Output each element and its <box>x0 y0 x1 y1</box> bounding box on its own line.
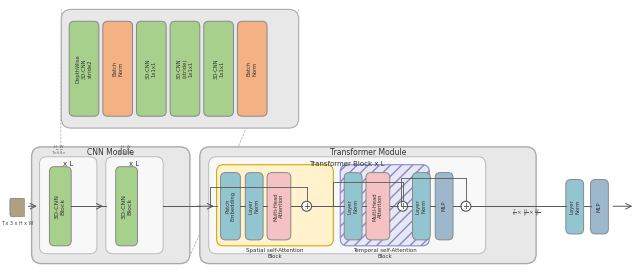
FancyBboxPatch shape <box>10 198 24 216</box>
Text: Layer
Norm: Layer Norm <box>348 199 358 213</box>
FancyBboxPatch shape <box>40 157 97 254</box>
FancyBboxPatch shape <box>344 173 362 240</box>
FancyBboxPatch shape <box>116 167 138 246</box>
Text: Spatial self-Attention
Block: Spatial self-Attention Block <box>246 248 304 259</box>
Text: Layer
Norm: Layer Norm <box>416 199 427 213</box>
Text: H  W: H W <box>54 145 63 149</box>
Text: x L: x L <box>63 161 74 167</box>
FancyBboxPatch shape <box>221 173 241 240</box>
Text: +: + <box>303 202 310 211</box>
Text: Layer
Norm: Layer Norm <box>249 199 260 213</box>
FancyBboxPatch shape <box>200 147 536 264</box>
Text: MLP: MLP <box>597 201 602 212</box>
FancyBboxPatch shape <box>170 21 200 116</box>
Text: 3D-CNN
1x1x1: 3D-CNN 1x1x1 <box>213 58 224 79</box>
FancyBboxPatch shape <box>591 180 609 234</box>
FancyBboxPatch shape <box>69 21 99 116</box>
Circle shape <box>301 201 312 211</box>
Text: 3D-CNN
1x1x1: 3D-CNN 1x1x1 <box>146 58 157 79</box>
Text: Batch
Norm: Batch Norm <box>247 61 258 76</box>
Text: T×128×: T×128× <box>117 151 134 155</box>
Text: Multi-Head
Attention: Multi-Head Attention <box>273 192 284 221</box>
FancyBboxPatch shape <box>103 21 132 116</box>
Text: ─  ─: ─ ─ <box>122 148 129 152</box>
FancyBboxPatch shape <box>216 165 333 246</box>
FancyBboxPatch shape <box>412 173 430 240</box>
FancyBboxPatch shape <box>209 157 486 254</box>
FancyBboxPatch shape <box>49 167 71 246</box>
Text: Layer
Norm: Layer Norm <box>570 199 580 214</box>
FancyBboxPatch shape <box>366 173 390 240</box>
Text: Batch
Norm: Batch Norm <box>112 61 123 76</box>
FancyBboxPatch shape <box>106 157 163 254</box>
Text: T x 3 x H x W: T x 3 x H x W <box>1 221 33 225</box>
FancyBboxPatch shape <box>267 173 291 240</box>
Text: Temporal self-Attention
Block: Temporal self-Attention Block <box>353 248 417 259</box>
FancyBboxPatch shape <box>61 9 299 128</box>
FancyBboxPatch shape <box>136 21 166 116</box>
Text: +: + <box>399 202 406 211</box>
Text: ─  ─: ─ ─ <box>54 148 62 152</box>
Text: MLP: MLP <box>442 201 447 212</box>
Text: 3D-CNN
Block: 3D-CNN Block <box>121 194 132 219</box>
FancyBboxPatch shape <box>237 21 267 116</box>
Text: CNN Module: CNN Module <box>87 148 134 157</box>
Text: 3D-CNN
Block: 3D-CNN Block <box>55 194 66 219</box>
Text: H  W: H W <box>121 145 131 149</box>
Text: Multi-Head
Attention: Multi-Head Attention <box>372 192 383 221</box>
FancyBboxPatch shape <box>245 173 263 240</box>
FancyBboxPatch shape <box>566 180 584 234</box>
Text: $\frac{T}{n}$ × $\frac{H}{p}$ × $\frac{W}{p}$: $\frac{T}{n}$ × $\frac{H}{p}$ × $\frac{W… <box>512 208 541 220</box>
Text: Transformer Block x L: Transformer Block x L <box>309 161 385 167</box>
Text: T×64×: T×64× <box>51 151 66 155</box>
FancyBboxPatch shape <box>31 147 190 264</box>
Circle shape <box>397 201 408 211</box>
FancyBboxPatch shape <box>435 173 453 240</box>
Text: x L: x L <box>129 161 140 167</box>
Text: Transformer Module: Transformer Module <box>330 148 406 157</box>
Bar <box>10 198 24 216</box>
Text: DepthWise
3D-CNN
stride2: DepthWise 3D-CNN stride2 <box>76 54 92 83</box>
FancyBboxPatch shape <box>340 165 429 246</box>
FancyBboxPatch shape <box>204 21 234 116</box>
Circle shape <box>461 201 471 211</box>
Text: +: + <box>463 202 469 211</box>
Text: Patch
Embedding: Patch Embedding <box>225 191 236 221</box>
Text: 3D-CNN
(stride)
1x1x1: 3D-CNN (stride) 1x1x1 <box>177 58 193 79</box>
